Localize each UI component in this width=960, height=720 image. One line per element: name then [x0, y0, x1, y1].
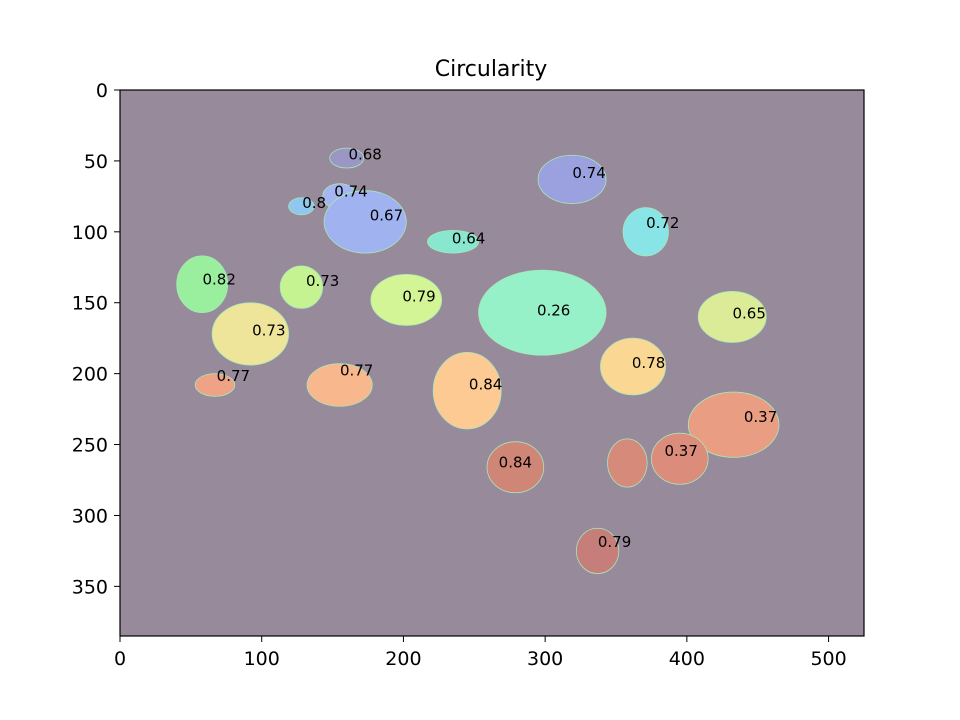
x-tick-label: 400 — [669, 648, 705, 670]
cell-region-12 — [697, 290, 767, 343]
cell-label-4: 0.8 — [302, 194, 326, 212]
cell-label-21: 0.79 — [598, 533, 631, 551]
x-tick-label: 200 — [385, 648, 421, 670]
cell-label-12: 0.65 — [733, 305, 766, 323]
cell-region-14 — [600, 337, 667, 396]
cell-region-5 — [323, 190, 407, 254]
cell-region-20 — [486, 441, 545, 494]
cell-region-2 — [537, 154, 607, 204]
cell-regions — [176, 147, 780, 575]
cell-region-22 — [575, 527, 620, 575]
cell-label-11: 0.26 — [537, 302, 570, 320]
y-tick-label: 300 — [72, 505, 108, 527]
cell-region-18 — [687, 391, 780, 458]
plot-frame — [119, 89, 865, 637]
cell-label-6: 0.72 — [646, 214, 679, 232]
x-tick-label: 0 — [114, 648, 126, 670]
cell-label-8: 0.82 — [202, 271, 235, 289]
cell-region-15 — [306, 363, 373, 407]
cell-region-7 — [427, 229, 479, 254]
x-tick-label: 300 — [527, 648, 563, 670]
cell-label-10: 0.79 — [402, 288, 435, 306]
y-tick-label: 350 — [72, 576, 108, 598]
cell-label-17: 0.84 — [469, 375, 502, 393]
y-tick-label: 100 — [72, 222, 108, 244]
chart-title: Circularity — [435, 57, 547, 82]
cell-label-2: 0.74 — [572, 164, 605, 182]
cell-region-21 — [607, 438, 648, 488]
cell-label-13: 0.73 — [252, 322, 285, 340]
cell-region-10 — [370, 273, 443, 326]
cell-region-13 — [211, 302, 290, 366]
cell-label-7: 0.64 — [452, 229, 485, 247]
y-tick-label: 0 — [96, 80, 108, 102]
cell-label-18: 0.37 — [744, 408, 777, 426]
cell-region-17 — [432, 351, 502, 430]
cell-label-15: 0.77 — [340, 361, 373, 379]
cell-label-9: 0.73 — [306, 272, 339, 290]
cell-label-1: 0.68 — [348, 146, 381, 164]
cell-region-6 — [622, 207, 669, 257]
cell-label-16: 0.77 — [217, 367, 250, 385]
x-tick-label: 100 — [244, 648, 280, 670]
cell-region-9 — [279, 265, 324, 309]
cell-label-3: 0.74 — [334, 183, 367, 201]
cell-label-20: 0.84 — [499, 453, 532, 471]
cell-region-4 — [288, 197, 315, 216]
cell-label-14: 0.78 — [632, 354, 665, 372]
cell-region-8 — [176, 255, 229, 314]
y-tick-label: 250 — [72, 435, 108, 457]
y-tick-label: 200 — [72, 364, 108, 386]
x-tick-label: 500 — [810, 648, 846, 670]
cell-labels: 0.68 0.74 0.74 0.8 0.67 0.72 0.64 0.82 0.73 0.79 0… — [202, 146, 777, 551]
plot-area — [120, 90, 864, 636]
y-tick-label: 150 — [72, 293, 108, 315]
x-axis: 0 100 200 300 400 500 — [114, 636, 847, 670]
cell-region-11 — [478, 269, 607, 356]
cell-region-19 — [651, 432, 709, 485]
cell-label-5: 0.67 — [370, 207, 403, 225]
cell-region-1 — [329, 147, 365, 169]
cell-label-19: 0.37 — [664, 442, 697, 460]
y-axis: 0 50 100 150 200 250 300 350 — [72, 80, 120, 598]
y-tick-label: 50 — [84, 151, 108, 173]
cell-region-16 — [194, 373, 236, 397]
